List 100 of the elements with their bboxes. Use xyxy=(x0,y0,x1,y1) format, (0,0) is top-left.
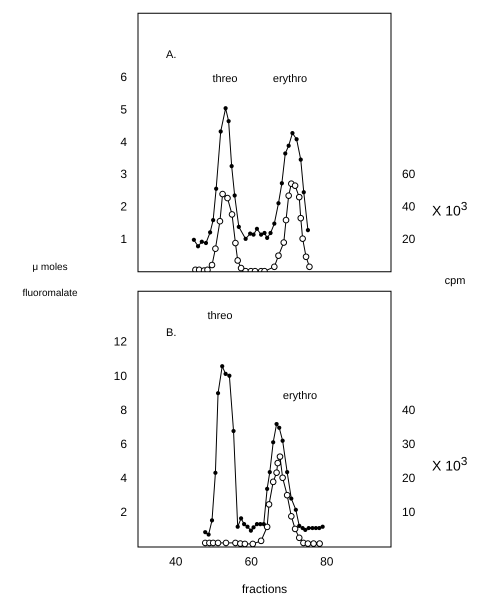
point xyxy=(220,364,224,368)
point xyxy=(254,226,260,231)
point xyxy=(226,119,231,124)
point xyxy=(232,240,239,246)
y2-tick-label: 10 xyxy=(402,505,416,520)
point xyxy=(310,540,317,547)
point xyxy=(279,474,286,482)
y2-tick-label: 40 xyxy=(402,402,416,417)
point xyxy=(214,186,218,191)
point xyxy=(283,151,288,156)
point xyxy=(268,230,273,236)
y-tick-label: 2 xyxy=(120,505,128,520)
point xyxy=(227,374,232,378)
y2-tick-label: 20 xyxy=(402,471,416,486)
point xyxy=(192,238,196,242)
x-tick-label: 60 xyxy=(244,554,258,569)
point xyxy=(285,192,292,199)
y-tick-label: 3 xyxy=(120,167,128,182)
point xyxy=(210,518,214,522)
point xyxy=(316,540,323,547)
point xyxy=(317,526,322,530)
point xyxy=(208,262,216,268)
point xyxy=(306,526,311,530)
point xyxy=(292,526,298,532)
point xyxy=(238,516,244,520)
point xyxy=(242,540,248,547)
point xyxy=(297,214,304,222)
y-tick-label: 2 xyxy=(120,199,128,214)
point xyxy=(310,526,315,530)
text: μ moles fluoromalate xyxy=(22,262,78,299)
point xyxy=(292,182,298,189)
point xyxy=(300,526,305,530)
point xyxy=(306,263,313,270)
point xyxy=(298,158,303,162)
point xyxy=(271,440,276,444)
text: B. xyxy=(166,327,176,340)
point xyxy=(320,524,325,529)
point xyxy=(251,232,256,237)
point xyxy=(296,534,303,542)
point xyxy=(259,232,264,237)
point xyxy=(203,530,208,534)
point xyxy=(222,540,230,546)
annotation: erythro xyxy=(272,73,308,85)
point xyxy=(219,190,226,198)
point xyxy=(271,263,278,270)
point xyxy=(234,257,241,264)
point xyxy=(236,524,240,529)
point xyxy=(280,239,288,246)
point xyxy=(248,232,252,236)
y2-tick-label: 60 xyxy=(402,167,416,182)
point xyxy=(216,218,224,225)
text: cpm xyxy=(444,275,466,287)
y-tick-label: 5 xyxy=(120,102,128,116)
y-tick-label: 4 xyxy=(120,471,128,486)
point xyxy=(289,496,294,501)
point xyxy=(200,240,204,244)
point xyxy=(238,264,244,272)
point xyxy=(314,526,318,530)
point xyxy=(262,230,267,236)
point xyxy=(224,106,228,110)
point xyxy=(302,253,310,260)
point xyxy=(306,228,310,232)
x-axis-title: fractions xyxy=(242,582,288,596)
point xyxy=(231,428,236,434)
point xyxy=(206,532,211,537)
point xyxy=(196,244,200,248)
point xyxy=(232,193,237,198)
point xyxy=(288,513,295,520)
y2-axis-title: X 10$^{3}$ xyxy=(432,200,468,219)
point xyxy=(280,438,285,443)
y2-tick-label: 40 xyxy=(402,199,416,214)
y-tick-label: 4 xyxy=(120,134,128,149)
point xyxy=(262,522,266,526)
annotation: erythro xyxy=(282,390,318,402)
point xyxy=(272,222,276,226)
y-tick-label: 12 xyxy=(114,334,128,349)
point xyxy=(297,524,302,528)
point xyxy=(228,211,236,218)
point xyxy=(211,218,216,222)
point xyxy=(214,540,222,546)
point xyxy=(290,131,295,136)
point xyxy=(284,492,290,498)
point xyxy=(302,190,306,194)
point xyxy=(244,236,248,241)
point xyxy=(249,540,256,547)
x-tick-label: 80 xyxy=(320,554,334,569)
point xyxy=(230,164,234,168)
point xyxy=(304,540,312,547)
y2-tick-label: 20 xyxy=(402,232,416,246)
point xyxy=(265,486,270,491)
point xyxy=(294,508,298,512)
point xyxy=(270,478,276,486)
annotation: threo xyxy=(207,310,233,322)
point xyxy=(273,469,280,476)
y-tick-label: 6 xyxy=(120,436,128,451)
point xyxy=(251,525,256,530)
point xyxy=(213,470,218,475)
point xyxy=(274,460,282,466)
point xyxy=(277,426,282,430)
point xyxy=(212,245,219,252)
